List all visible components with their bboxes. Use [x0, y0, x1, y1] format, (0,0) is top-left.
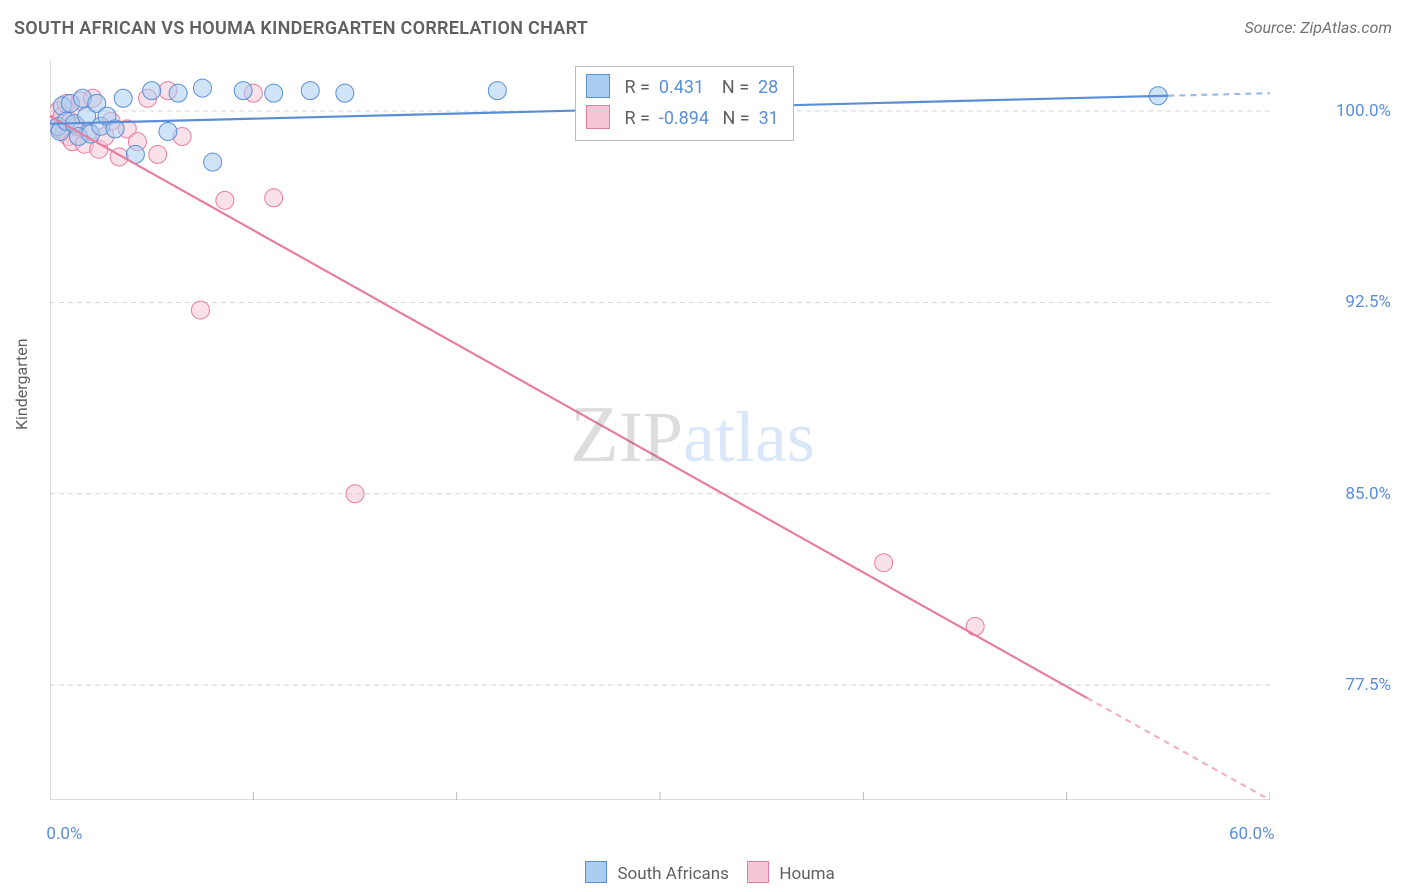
header: SOUTH AFRICAN VS HOUMA KINDERGARTEN CORR… [14, 18, 1392, 48]
source-attribution: Source: ZipAtlas.com [1244, 18, 1392, 37]
y-tick-label: 85.0% [1345, 484, 1391, 504]
x-tick-label: 60.0% [1229, 824, 1275, 844]
n-value-sa: 28 [758, 77, 778, 98]
chart-svg [50, 60, 1270, 800]
legend-swatch-houma [747, 861, 769, 883]
footer-legend: South Africans Houma [0, 861, 1406, 884]
swatch-sa [586, 74, 610, 98]
chart-title: SOUTH AFRICAN VS HOUMA KINDERGARTEN CORR… [14, 18, 588, 39]
r-value-sa: 0.431 [659, 77, 704, 98]
x-tick-label: 0.0% [46, 824, 82, 844]
y-axis-label: Kindergarten [12, 338, 31, 430]
legend-label-sa: South Africans [617, 864, 729, 884]
info-row-sa: R = 0.431 N = 28 [586, 73, 779, 104]
legend-swatch-sa [585, 861, 607, 883]
info-row-houma: R = -0.894 N = 31 [586, 104, 779, 135]
y-tick-label: 100.0% [1336, 101, 1391, 121]
legend-label-houma: Houma [779, 864, 834, 884]
y-tick-label: 92.5% [1345, 292, 1391, 312]
r-value-houma: -0.894 [659, 108, 709, 129]
y-tick-label: 77.5% [1345, 675, 1391, 695]
swatch-houma [586, 105, 610, 129]
correlation-info-box: R = 0.431 N = 28 R = -0.894 N = 31 [575, 66, 794, 141]
chart-plot-area: ZIPatlas R = 0.431 N = 28 R = -0.894 N =… [50, 60, 1270, 800]
n-value-houma: 31 [759, 108, 779, 129]
